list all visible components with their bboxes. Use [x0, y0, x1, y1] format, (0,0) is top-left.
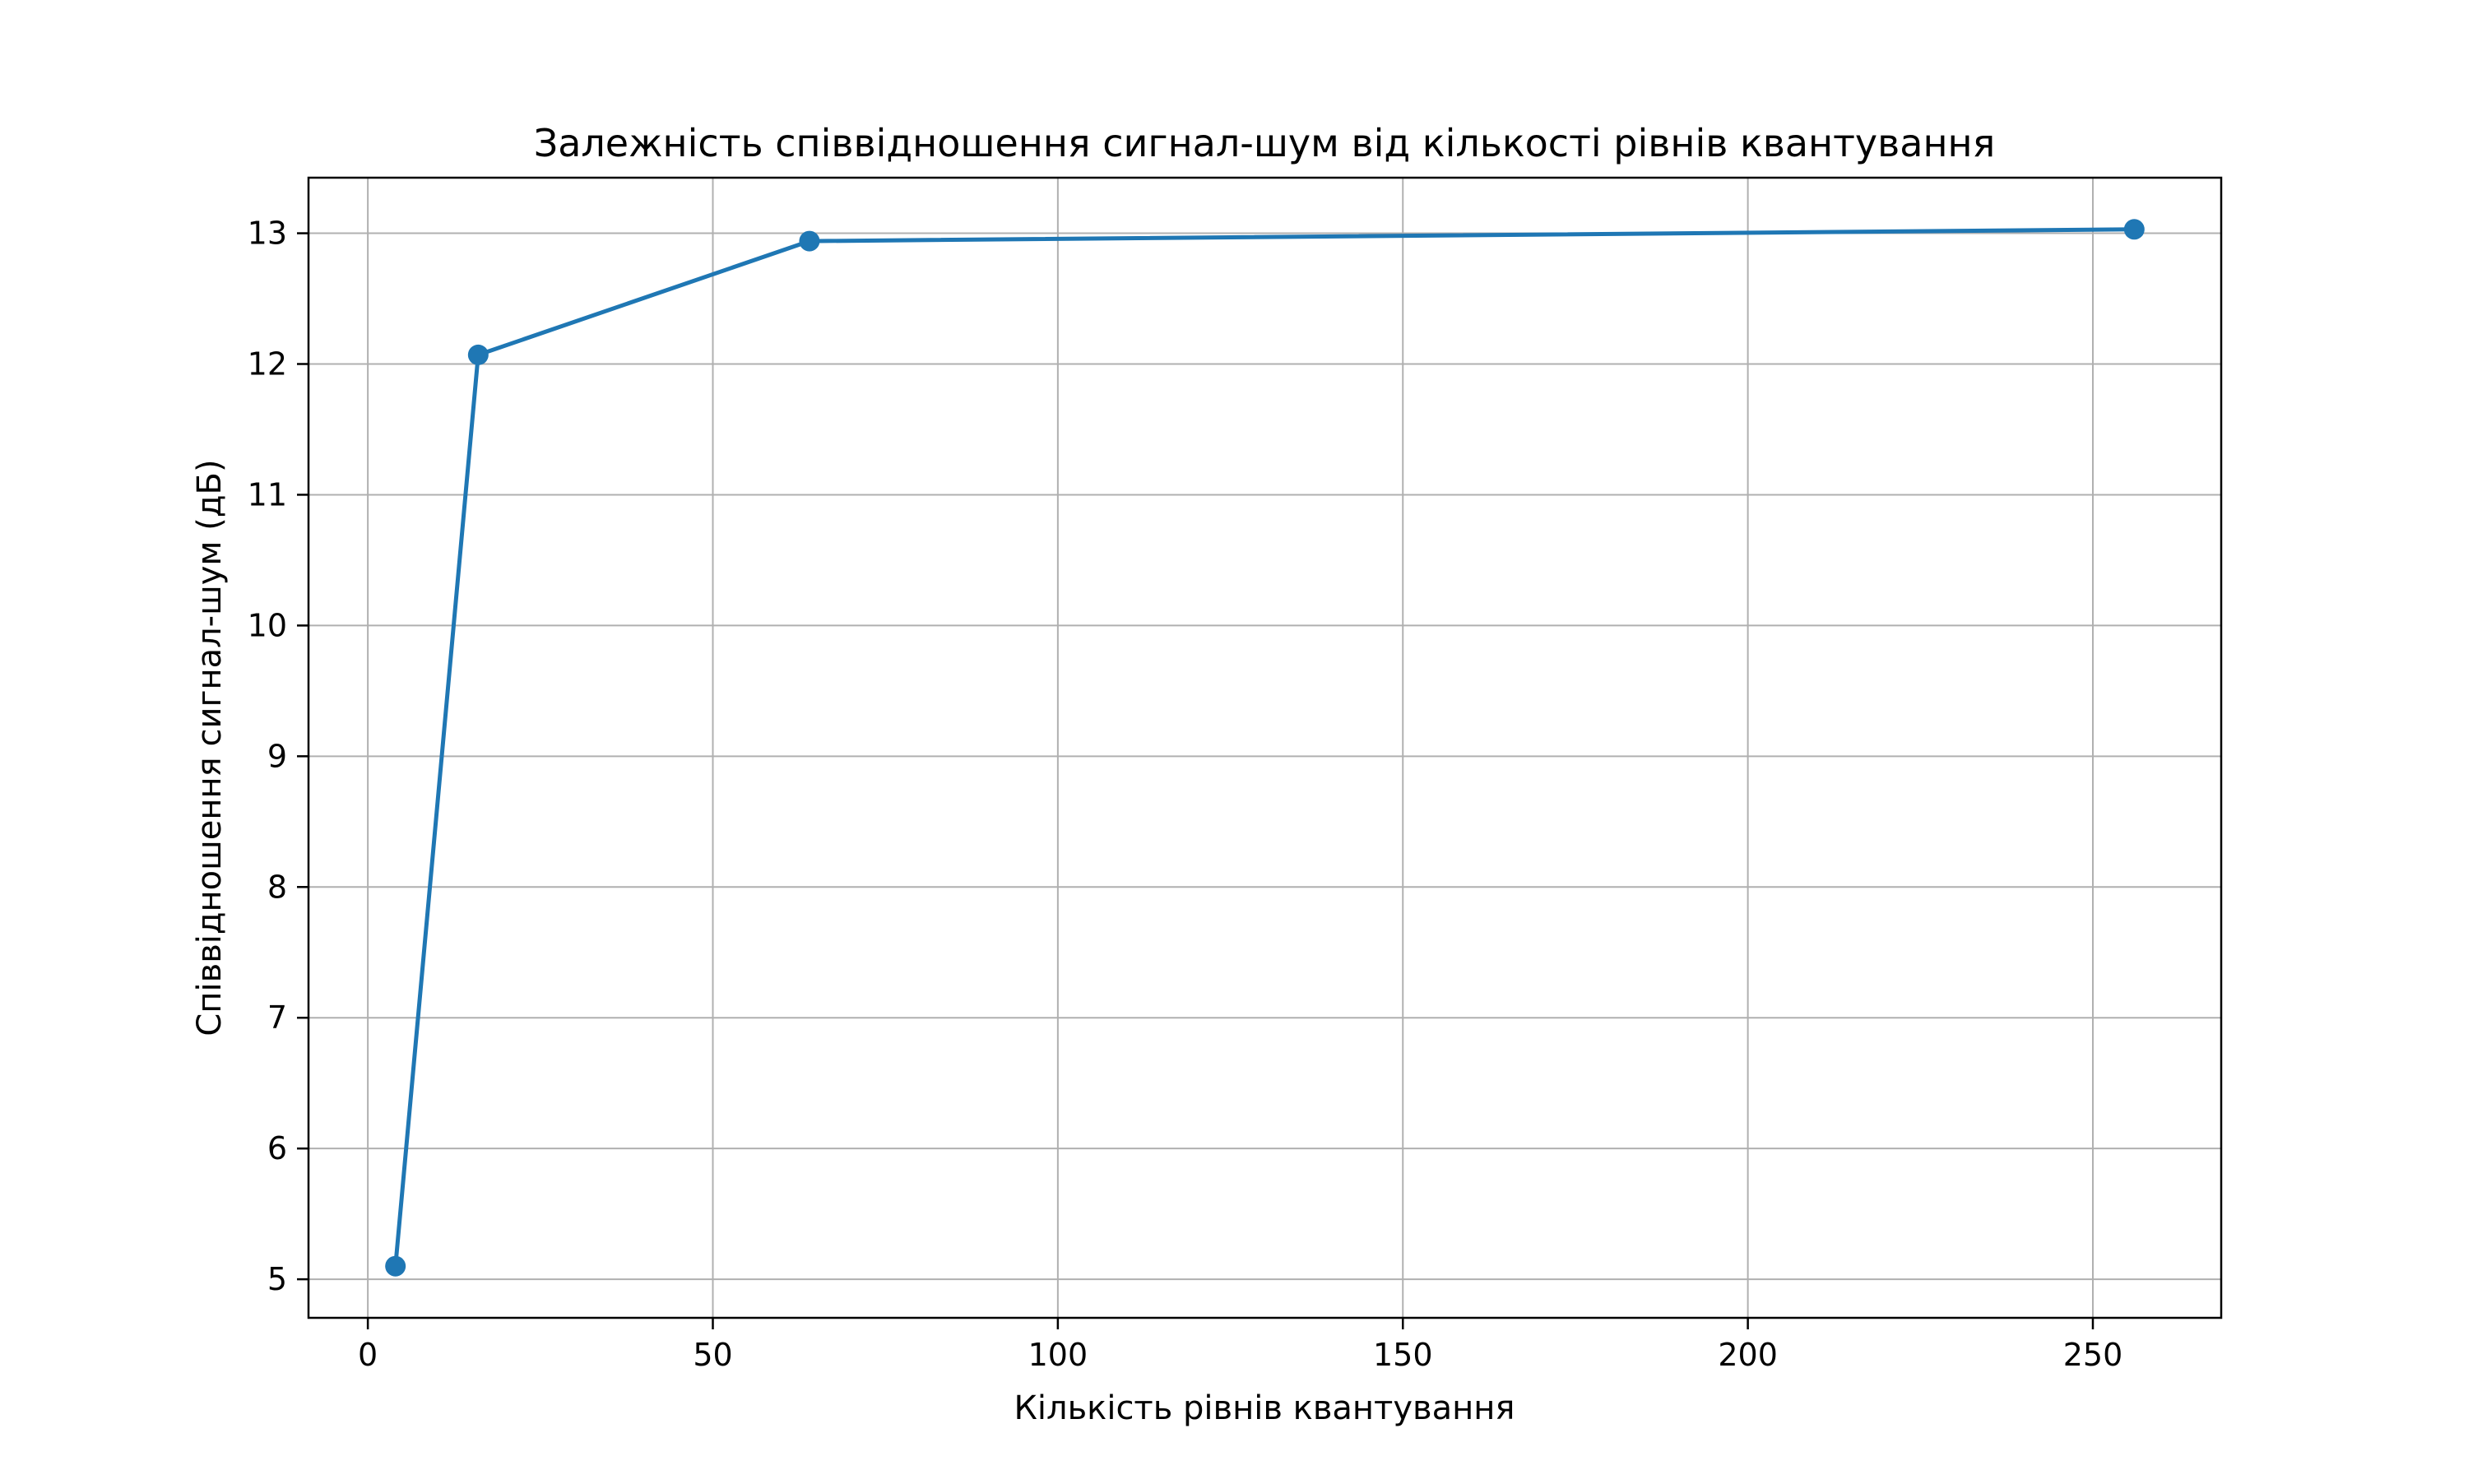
data-point — [467, 344, 489, 365]
series-layer — [385, 219, 2145, 1277]
y-tick-label: 11 — [248, 476, 287, 512]
y-tick-label: 9 — [267, 738, 287, 774]
grid — [308, 178, 2221, 1318]
chart-title: Залежність співвідношення сигнал-шум від… — [534, 121, 1996, 165]
x-tick-label: 250 — [2063, 1337, 2123, 1373]
series-line — [393, 227, 2136, 1268]
y-axis-label: Співвідношення сигнал-шум (дБ) — [191, 459, 229, 1036]
y-tick-label: 5 — [267, 1261, 287, 1297]
x-tick-label: 100 — [1028, 1337, 1088, 1373]
y-tick-label: 8 — [267, 869, 287, 905]
data-point — [799, 230, 820, 252]
x-tick-label: 150 — [1373, 1337, 1433, 1373]
x-axis-label: Кількість рівнів квантування — [1014, 1389, 1515, 1427]
y-tick-label: 6 — [267, 1130, 287, 1166]
x-tick-label: 0 — [358, 1337, 378, 1373]
y-tick-label: 13 — [248, 216, 287, 252]
y-tick-label: 7 — [267, 999, 287, 1036]
x-tick-label: 200 — [1718, 1337, 1778, 1373]
data-point — [2123, 219, 2145, 240]
y-tick-label: 10 — [248, 607, 287, 643]
y-tick-label: 12 — [248, 345, 287, 382]
plot-frame — [307, 176, 2223, 1319]
ticks: 0 50 100 150 200 250 5 6 7 8 9 10 11 12 13 — [248, 216, 2123, 1373]
x-tick-label: 50 — [693, 1337, 732, 1373]
data-point — [385, 1255, 406, 1277]
